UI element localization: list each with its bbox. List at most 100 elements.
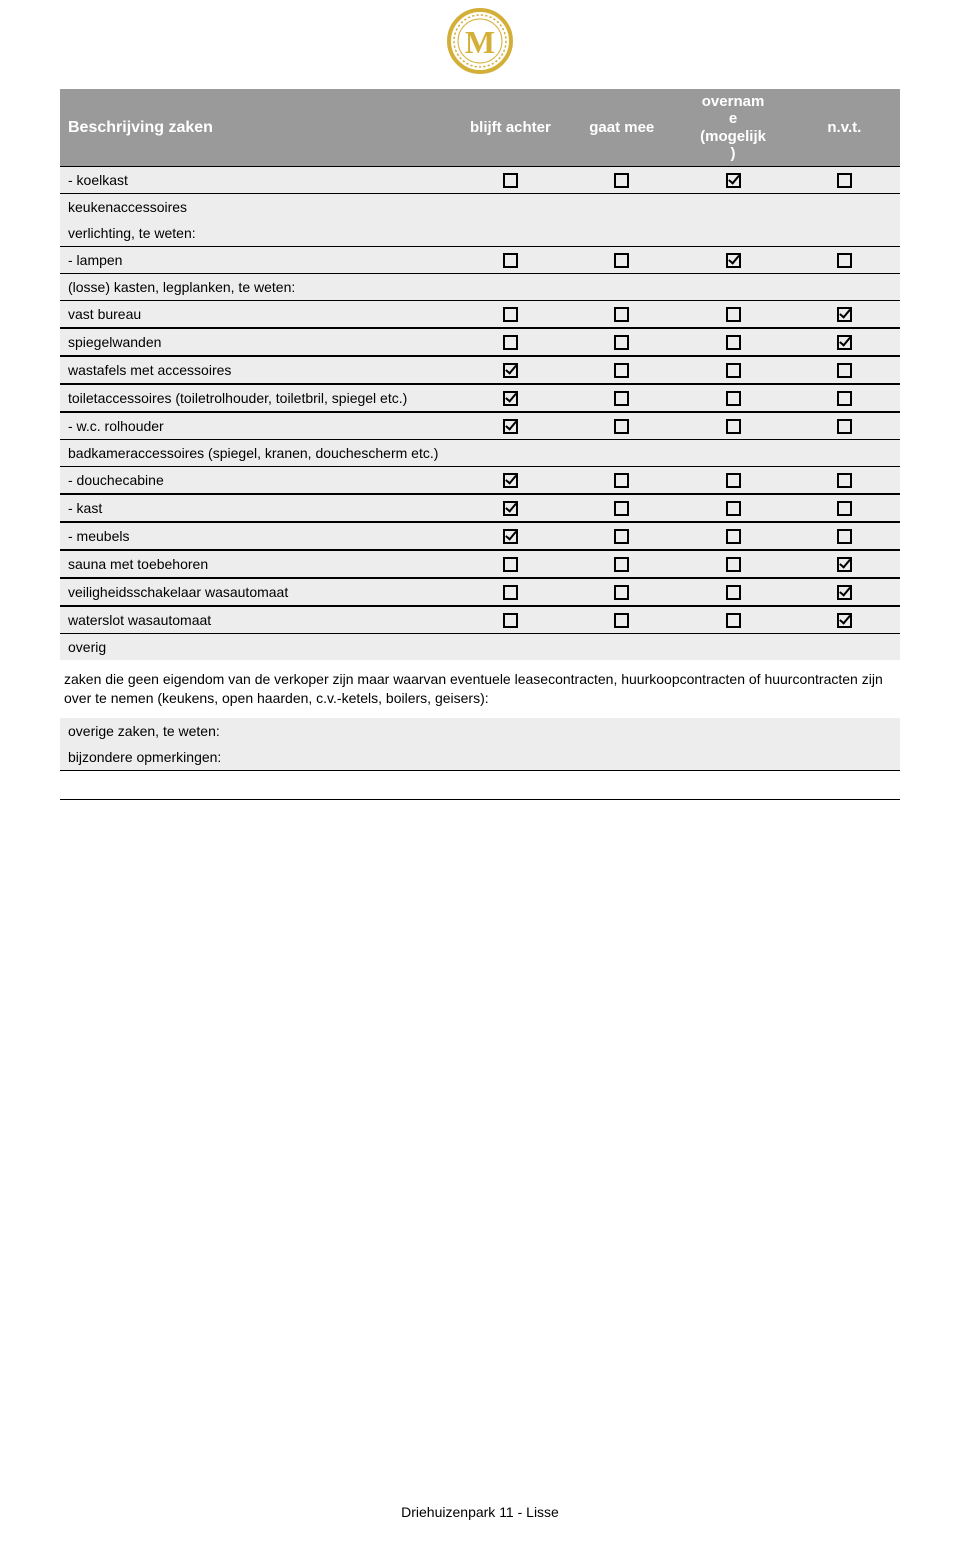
checkbox-icon: [503, 419, 518, 434]
checkbox-icon: [503, 307, 518, 322]
checkbox-cell: [789, 412, 900, 440]
checkbox-cell: [789, 494, 900, 522]
checkbox-cell: [455, 606, 566, 634]
checkbox-icon: [614, 529, 629, 544]
section-row: bijzondere opmerkingen:: [60, 744, 900, 770]
checkbox-icon: [726, 613, 741, 628]
checkbox-cell: [455, 356, 566, 384]
checkbox-icon: [837, 173, 852, 188]
section-label: overige zaken, te weten:: [60, 718, 900, 744]
checkbox-cell: [566, 550, 677, 578]
checkbox-icon: [837, 363, 852, 378]
note-row: zaken die geen eigendom van de verkoper …: [60, 660, 900, 718]
checkbox-cell: [789, 328, 900, 356]
checkbox-cell: [455, 550, 566, 578]
checkbox-cell: [566, 384, 677, 412]
checkbox-cell: [455, 384, 566, 412]
section-row: badkameraccessoires (spiegel, kranen, do…: [60, 440, 900, 466]
checkbox-icon: [726, 529, 741, 544]
checkbox-cell: [677, 606, 788, 634]
row-label: vast bureau: [60, 300, 455, 328]
section-row: keukenaccessoires: [60, 194, 900, 220]
checkbox-cell: [566, 412, 677, 440]
checkbox-cell: [566, 166, 677, 194]
checkbox-icon: [503, 253, 518, 268]
checkbox-cell: [566, 246, 677, 274]
section-row: overig: [60, 634, 900, 660]
checkbox-icon: [726, 585, 741, 600]
checkbox-icon: [614, 419, 629, 434]
checkbox-cell: [566, 578, 677, 606]
section-label: badkameraccessoires (spiegel, kranen, do…: [60, 440, 900, 466]
table-body: - koelkastkeukenaccessoiresverlichting, …: [60, 166, 900, 800]
table-row: spiegelwanden: [60, 328, 900, 356]
checkbox-icon: [503, 335, 518, 350]
checkbox-icon: [503, 613, 518, 628]
checkbox-cell: [566, 300, 677, 328]
checkbox-icon: [837, 557, 852, 572]
section-row: (losse) kasten, legplanken, te weten:: [60, 274, 900, 300]
row-label: - douchecabine: [60, 466, 455, 494]
section-label: verlichting, te weten:: [60, 220, 900, 246]
checkbox-icon: [614, 473, 629, 488]
checkbox-cell: [566, 328, 677, 356]
checkbox-icon: [503, 557, 518, 572]
table-row: sauna met toebehoren: [60, 550, 900, 578]
row-label: - koelkast: [60, 166, 455, 194]
checkbox-cell: [677, 300, 788, 328]
checkbox-icon: [726, 307, 741, 322]
row-label: waterslot wasautomaat: [60, 606, 455, 634]
checkbox-cell: [789, 384, 900, 412]
table-row: waterslot wasautomaat: [60, 606, 900, 634]
checkbox-cell: [677, 356, 788, 384]
checkbox-cell: [677, 522, 788, 550]
checkbox-cell: [677, 494, 788, 522]
checkbox-cell: [789, 466, 900, 494]
checkbox-icon: [837, 335, 852, 350]
row-label: wastafels met accessoires: [60, 356, 455, 384]
table-header-row: Beschrijving zaken blijft achter gaat me…: [60, 89, 900, 166]
checkbox-icon: [503, 473, 518, 488]
col-header-nvt: n.v.t.: [789, 89, 900, 166]
items-table: Beschrijving zaken blijft achter gaat me…: [60, 89, 900, 800]
checkbox-cell: [677, 166, 788, 194]
checkbox-icon: [614, 585, 629, 600]
checkbox-icon: [726, 363, 741, 378]
section-row: overige zaken, te weten:: [60, 718, 900, 744]
checkbox-cell: [566, 494, 677, 522]
checkbox-cell: [455, 166, 566, 194]
checkbox-icon: [614, 613, 629, 628]
checkbox-icon: [614, 363, 629, 378]
col-header-overname: overnam e (mogelijk ): [677, 89, 788, 166]
checkbox-cell: [677, 246, 788, 274]
checkbox-cell: [789, 578, 900, 606]
row-label: sauna met toebehoren: [60, 550, 455, 578]
checkbox-icon: [503, 363, 518, 378]
checkbox-cell: [455, 522, 566, 550]
checkbox-cell: [677, 550, 788, 578]
checkbox-icon: [503, 391, 518, 406]
svg-text:M: M: [465, 24, 495, 60]
logo-container: M: [60, 8, 900, 77]
logo-badge: M: [447, 8, 513, 74]
checkbox-cell: [455, 466, 566, 494]
checkbox-cell: [789, 166, 900, 194]
checkbox-icon: [837, 613, 852, 628]
checkbox-cell: [455, 300, 566, 328]
checkbox-cell: [789, 246, 900, 274]
checkbox-icon: [726, 501, 741, 516]
checkbox-icon: [726, 335, 741, 350]
checkbox-icon: [614, 173, 629, 188]
checkbox-icon: [614, 501, 629, 516]
section-label: keukenaccessoires: [60, 194, 900, 220]
checkbox-cell: [789, 300, 900, 328]
table-row: vast bureau: [60, 300, 900, 328]
col-header-description: Beschrijving zaken: [60, 89, 455, 166]
document-page: M Beschrijving zaken blijft achter gaat …: [0, 0, 960, 1550]
page-footer: Driehuizenpark 11 - Lisse: [0, 1504, 960, 1520]
checkbox-icon: [726, 391, 741, 406]
row-label: - kast: [60, 494, 455, 522]
checkbox-cell: [789, 606, 900, 634]
checkbox-cell: [566, 466, 677, 494]
checkbox-icon: [837, 501, 852, 516]
